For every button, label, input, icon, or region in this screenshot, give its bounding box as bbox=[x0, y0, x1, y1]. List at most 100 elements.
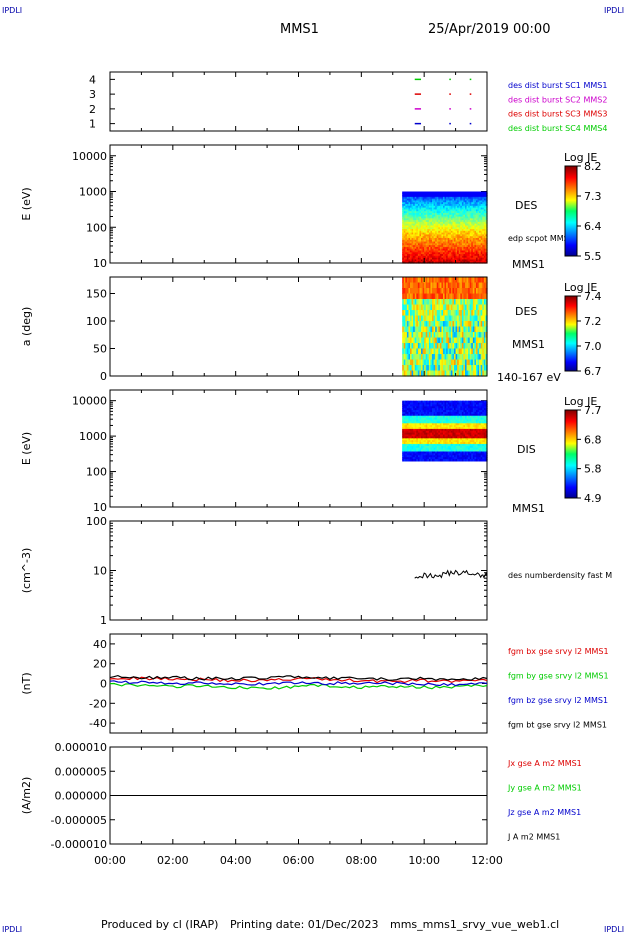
dis-energy-panel-cell bbox=[449, 423, 452, 426]
dis-energy-panel-cell bbox=[446, 442, 449, 445]
des-energy-panel-cell bbox=[474, 232, 477, 236]
des-energy-panel-cell bbox=[479, 209, 482, 212]
des-energy-panel-cell bbox=[430, 261, 433, 264]
des-energy-panel-cell bbox=[421, 243, 424, 246]
dis-energy-panel-cell bbox=[419, 415, 422, 419]
des-energy-panel-cell bbox=[455, 191, 458, 194]
des-energy-panel-cell bbox=[433, 191, 436, 194]
dis-energy-panel-cell bbox=[447, 447, 450, 451]
des-energy-panel-cell bbox=[483, 234, 487, 237]
dis-energy-panel-cell bbox=[417, 400, 421, 404]
des-energy-panel-cell bbox=[428, 209, 432, 212]
des-energy-panel-cell bbox=[466, 205, 469, 209]
des-pitch-panel-ytick-label: 50 bbox=[93, 343, 107, 356]
dis-energy-panel-cell bbox=[465, 455, 468, 458]
dis-energy-panel-cell bbox=[458, 459, 461, 462]
dis-energy-panel-cell bbox=[466, 406, 469, 409]
des-energy-panel-cell bbox=[450, 259, 454, 262]
dis-energy-panel-cell bbox=[438, 413, 441, 417]
des-energy-panel-cell bbox=[438, 209, 441, 212]
dis-energy-panel-cell bbox=[436, 402, 439, 406]
des-energy-panel-cell bbox=[443, 246, 446, 250]
dis-energy-panel-cell bbox=[465, 436, 468, 439]
dis-energy-panel-cell bbox=[463, 402, 466, 406]
des-energy-panel-cell bbox=[439, 239, 443, 243]
des-energy-panel-cell bbox=[482, 245, 485, 248]
des-pitch-panel-cell bbox=[452, 348, 455, 355]
des-pitch-panel-cell bbox=[452, 343, 455, 350]
des-pitch-panel-cell bbox=[403, 321, 406, 328]
des-energy-panel-cell bbox=[449, 220, 452, 223]
dis-energy-panel-cell bbox=[408, 421, 411, 424]
des-energy-panel-cell bbox=[474, 198, 477, 202]
des-energy-panel-cell bbox=[428, 196, 432, 200]
dis-energy-panel-cell bbox=[435, 415, 438, 419]
dis-energy-panel-cell bbox=[465, 432, 468, 436]
des-energy-panel-cell bbox=[465, 246, 468, 250]
des-pitch-panel-cell bbox=[457, 310, 460, 317]
dis-energy-panel-cell bbox=[436, 432, 439, 436]
dis-energy-panel-cell bbox=[435, 457, 438, 460]
des-energy-panel-scpot-label: edp scpot MMS1 bbox=[508, 234, 574, 243]
des-energy-panel-cell bbox=[435, 204, 438, 207]
dis-energy-panel-cell bbox=[424, 423, 427, 426]
dis-energy-panel-cell bbox=[447, 402, 450, 406]
des-pitch-panel-cell bbox=[446, 304, 449, 311]
dis-energy-panel-cell bbox=[422, 411, 425, 415]
des-energy-panel-cell bbox=[458, 239, 461, 243]
des-pitch-panel-cell bbox=[455, 282, 458, 289]
des-energy-panel-cell bbox=[413, 200, 416, 203]
des-energy-panel-cell bbox=[432, 248, 435, 252]
des-energy-panel-cell bbox=[483, 207, 487, 210]
des-energy-panel-cell bbox=[439, 214, 443, 218]
des-energy-panel-cell bbox=[469, 261, 472, 264]
dis-energy-panel-cell bbox=[416, 423, 419, 426]
des-energy-panel-cell bbox=[452, 193, 455, 196]
dis-energy-panel-cell bbox=[465, 430, 468, 434]
dis-energy-panel-cell bbox=[472, 459, 476, 462]
dis-energy-panel-cell bbox=[471, 415, 474, 419]
dis-energy-panel-cell bbox=[421, 419, 424, 422]
des-energy-panel-cell bbox=[402, 212, 405, 216]
des-pitch-panel-cell bbox=[438, 332, 441, 339]
dis-energy-panel-cell bbox=[430, 415, 433, 419]
des-energy-panel-cell bbox=[472, 236, 476, 239]
des-energy-panel-cell bbox=[458, 209, 461, 212]
des-pitch-panel-cell bbox=[403, 354, 406, 361]
des-energy-panel-cell bbox=[465, 261, 468, 264]
des-energy-panel-cell bbox=[483, 218, 487, 221]
dis-energy-panel-cell bbox=[472, 425, 476, 428]
des-energy-panel-cell bbox=[452, 261, 455, 264]
des-energy-panel-cell bbox=[450, 221, 454, 225]
des-pitch-panel-cell bbox=[443, 315, 446, 322]
dis-energy-panel-cell bbox=[422, 436, 425, 439]
des-pitch-panel-cell bbox=[432, 293, 435, 300]
des-energy-panel-cell bbox=[465, 259, 468, 262]
des-energy-panel-cell bbox=[454, 191, 457, 194]
des-pitch-panel-cell bbox=[477, 288, 480, 295]
dis-energy-panel-cell bbox=[450, 457, 454, 460]
des-energy-panel-cell bbox=[439, 193, 443, 196]
dis-energy-panel-cell bbox=[428, 442, 432, 445]
des-energy-panel-cell bbox=[471, 229, 474, 232]
dis-energy-panel-cell bbox=[460, 408, 463, 411]
des-pitch-panel-cell bbox=[469, 343, 472, 350]
dis-energy-panel-cell bbox=[447, 459, 450, 462]
des-pitch-panel-cell bbox=[413, 321, 416, 328]
des-pitch-panel-cell bbox=[427, 354, 430, 361]
des-pitch-panel-cell bbox=[465, 282, 468, 289]
des-pitch-panel-cell bbox=[433, 321, 436, 328]
des-energy-panel-cell bbox=[474, 202, 477, 205]
des-energy-panel-cell bbox=[402, 193, 405, 196]
des-energy-panel-cell bbox=[450, 250, 454, 253]
des-pitch-panel-cell bbox=[433, 337, 436, 344]
dis-energy-panel-cell bbox=[421, 404, 424, 407]
dis-energy-panel-cell bbox=[458, 455, 461, 458]
des-pitch-panel-cell bbox=[444, 348, 447, 355]
des-energy-panel-cell bbox=[413, 241, 416, 244]
des-energy-panel-cell bbox=[436, 236, 439, 239]
dis-energy-panel-cell bbox=[439, 406, 443, 409]
dis-energy-panel-cell bbox=[421, 443, 424, 447]
dis-energy-panel-cell bbox=[425, 436, 428, 439]
des-pitch-panel-cell bbox=[457, 343, 460, 350]
